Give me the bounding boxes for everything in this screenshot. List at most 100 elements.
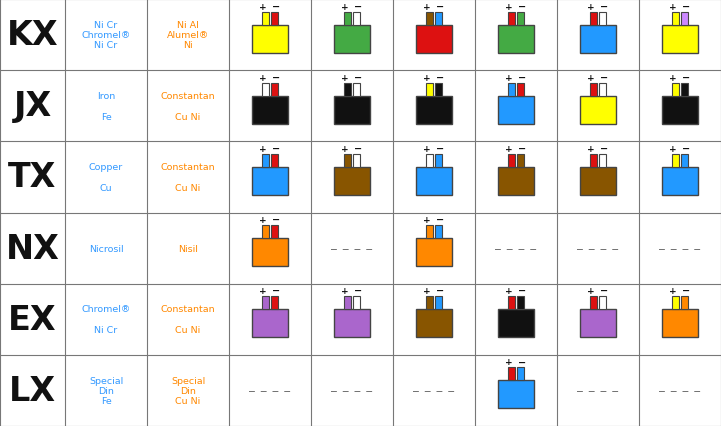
Text: +: +: [505, 3, 513, 12]
Text: — — — —: — — — —: [413, 386, 454, 395]
Text: Special
Din
Fe: Special Din Fe: [89, 376, 123, 406]
Text: — — — —: — — — —: [332, 244, 373, 253]
Text: −: −: [518, 2, 526, 12]
Text: −: −: [436, 144, 444, 153]
Bar: [517, 296, 524, 310]
Text: — — — —: — — — —: [578, 386, 619, 395]
Text: Constantan

Cu Ni: Constantan Cu Ni: [161, 92, 216, 121]
Bar: [517, 83, 524, 97]
Text: −: −: [272, 215, 280, 225]
Bar: [262, 12, 269, 26]
Text: −: −: [272, 72, 280, 83]
Bar: [262, 225, 269, 239]
Bar: [508, 83, 515, 97]
Bar: [271, 155, 278, 167]
Bar: [508, 368, 515, 380]
Text: −: −: [272, 144, 280, 153]
Text: +: +: [505, 144, 513, 153]
Bar: [517, 12, 524, 26]
Bar: [344, 155, 351, 167]
Text: +: +: [669, 287, 676, 296]
Bar: [252, 26, 288, 53]
Bar: [334, 167, 370, 196]
Text: Special
Din
Cu Ni: Special Din Cu Ni: [171, 376, 205, 406]
Bar: [353, 296, 360, 310]
Bar: [416, 310, 452, 337]
Text: +: +: [587, 3, 595, 12]
Bar: [498, 97, 534, 124]
Text: −: −: [354, 285, 362, 296]
Text: +: +: [587, 74, 595, 83]
Bar: [271, 83, 278, 97]
Bar: [416, 239, 452, 266]
Bar: [344, 83, 351, 97]
Bar: [416, 97, 452, 124]
Bar: [508, 12, 515, 26]
Text: +: +: [669, 74, 676, 83]
Text: Ni Cr
Chromel®
Ni Cr: Ni Cr Chromel® Ni Cr: [81, 20, 131, 50]
Text: +: +: [505, 74, 513, 83]
Text: −: −: [682, 285, 690, 296]
Text: Nisil: Nisil: [178, 244, 198, 253]
Text: +: +: [259, 287, 267, 296]
Text: −: −: [518, 285, 526, 296]
Bar: [252, 97, 288, 124]
Bar: [426, 155, 433, 167]
Bar: [334, 310, 370, 337]
Bar: [271, 296, 278, 310]
Bar: [435, 83, 442, 97]
Text: KX: KX: [6, 19, 58, 52]
Bar: [672, 296, 679, 310]
Text: Copper

Cu: Copper Cu: [89, 163, 123, 193]
Bar: [672, 83, 679, 97]
Text: −: −: [436, 2, 444, 12]
Text: −: −: [354, 144, 362, 153]
Text: +: +: [587, 287, 595, 296]
Text: −: −: [272, 285, 280, 296]
Bar: [672, 155, 679, 167]
Text: −: −: [518, 144, 526, 153]
Text: −: −: [682, 144, 690, 153]
Bar: [435, 225, 442, 239]
Bar: [580, 167, 616, 196]
Bar: [681, 155, 688, 167]
Bar: [353, 155, 360, 167]
Text: −: −: [436, 72, 444, 83]
Bar: [498, 310, 534, 337]
Text: −: −: [518, 72, 526, 83]
Text: Iron

Fe: Iron Fe: [97, 92, 115, 121]
Bar: [508, 155, 515, 167]
Text: Chromel®

Ni Cr: Chromel® Ni Cr: [81, 305, 131, 334]
Text: JX: JX: [14, 90, 52, 123]
Bar: [590, 12, 597, 26]
Bar: [498, 26, 534, 53]
Text: +: +: [259, 74, 267, 83]
Bar: [252, 239, 288, 266]
Text: — — — —: — — — —: [495, 244, 536, 253]
Text: +: +: [423, 216, 430, 225]
Text: +: +: [341, 144, 349, 153]
Bar: [426, 12, 433, 26]
Bar: [599, 155, 606, 167]
Text: +: +: [669, 3, 676, 12]
Bar: [498, 167, 534, 196]
Bar: [590, 296, 597, 310]
Bar: [416, 167, 452, 196]
Bar: [416, 26, 452, 53]
Bar: [662, 310, 698, 337]
Bar: [426, 296, 433, 310]
Bar: [271, 225, 278, 239]
Bar: [353, 12, 360, 26]
Text: −: −: [682, 2, 690, 12]
Text: −: −: [600, 144, 608, 153]
Text: — — — —: — — — —: [660, 244, 701, 253]
Text: +: +: [341, 74, 349, 83]
Text: +: +: [669, 144, 676, 153]
Bar: [344, 296, 351, 310]
Bar: [517, 155, 524, 167]
Bar: [252, 167, 288, 196]
Bar: [435, 12, 442, 26]
Bar: [508, 296, 515, 310]
Bar: [262, 296, 269, 310]
Bar: [580, 26, 616, 53]
